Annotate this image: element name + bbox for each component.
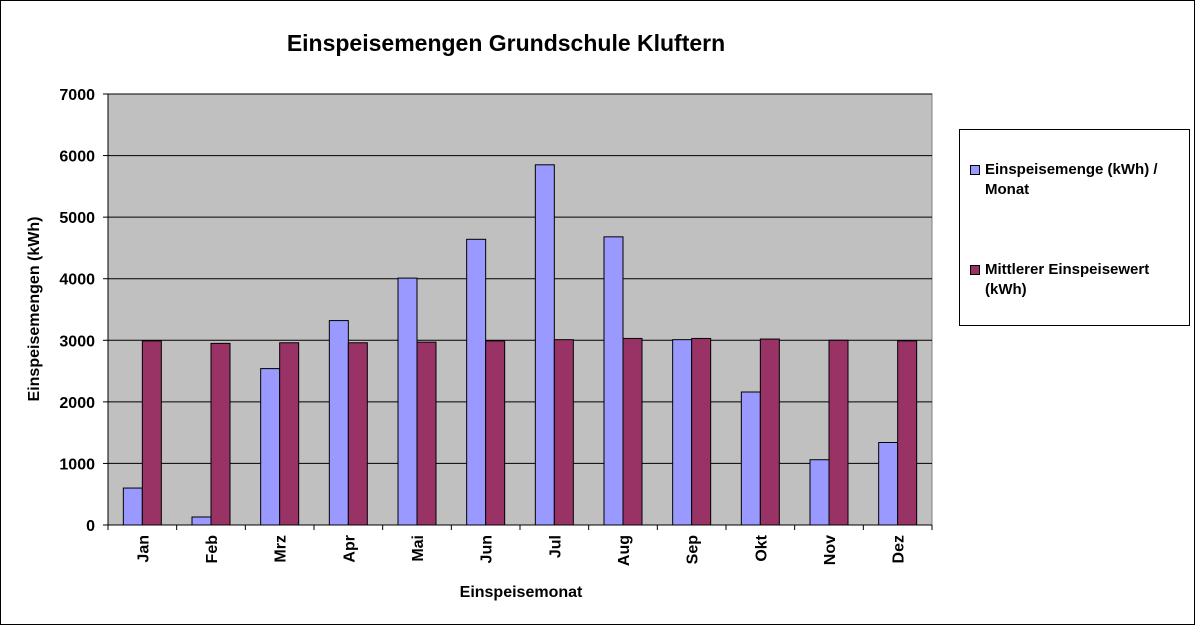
x-tick-label: Nov (822, 535, 839, 565)
y-tick-label: 7000 (59, 87, 95, 104)
x-tick-label: Jul (547, 535, 564, 558)
bar-mittlerer-einspeisewert (828, 339, 849, 526)
legend-swatch-mittlerer (970, 265, 980, 275)
x-tick-label: Aug (616, 535, 633, 566)
x-tick-label: Mrz (273, 535, 290, 563)
x-axis-title: Einspeisemonat (460, 584, 583, 601)
bar-einspeisemenge (603, 236, 624, 526)
bar-einspeisemenge (466, 238, 487, 526)
bar-einspeisemenge (878, 441, 899, 526)
legend-label-mittlerer: Mittlerer Einspeisewert (kWh) (985, 261, 1150, 298)
x-tick-label: Sep (685, 535, 702, 565)
x-tick-label: Feb (204, 535, 221, 564)
x-tick-label: Apr (341, 535, 358, 563)
chart-title: Einspeisemengen Grundschule Kluftern (287, 30, 725, 56)
y-tick-label: 2000 (59, 395, 95, 412)
plot-background (107, 93, 933, 526)
bar-mittlerer-einspeisewert (485, 340, 506, 526)
bar-mittlerer-einspeisewert (210, 342, 231, 526)
bar-einspeisemenge (534, 164, 555, 526)
y-tick-label: 5000 (59, 210, 95, 227)
bar-mittlerer-einspeisewert (897, 340, 918, 526)
y-tick-label: 6000 (59, 149, 95, 166)
bar-mittlerer-einspeisewert (553, 339, 574, 526)
x-tick-label: Dez (891, 535, 908, 563)
bar-einspeisemenge (672, 339, 693, 526)
bar-einspeisemenge (740, 391, 761, 526)
bar-mittlerer-einspeisewert (622, 337, 643, 526)
x-tick-label: Jan (135, 535, 152, 563)
y-tick-label: 4000 (59, 272, 95, 289)
legend: Einspeisemenge (kWh) / Monat Mittlerer E… (959, 129, 1190, 326)
bar-einspeisemenge (397, 277, 418, 526)
bar-mittlerer-einspeisewert (759, 338, 780, 526)
y-tick-label: 3000 (59, 333, 95, 350)
bar-mittlerer-einspeisewert (416, 341, 437, 526)
bar-einspeisemenge (122, 487, 143, 526)
bar-einspeisemenge (328, 320, 349, 526)
x-tick-label: Mai (410, 535, 427, 562)
bar-einspeisemenge (809, 459, 830, 526)
legend-label-einspeisemenge: Einspeisemenge (kWh) / Monat (985, 161, 1158, 198)
plot-area: 0 1000 2000 3000 4000 5000 6000 7000 Jan Feb Mrz Ap… (59, 87, 933, 566)
y-axis-title: Einspeisemengen (kWh) (26, 217, 43, 402)
bar-mittlerer-einspeisewert (347, 342, 368, 526)
y-tick-label: 1000 (59, 456, 95, 473)
bar-mittlerer-einspeisewert (691, 337, 712, 526)
x-tick-label: Jun (479, 535, 496, 563)
bar-einspeisemenge (260, 368, 281, 526)
x-tick-label: Okt (753, 534, 770, 561)
legend-swatch-einspeisemenge (970, 165, 980, 175)
bar-einspeisemenge (191, 516, 212, 526)
bar-mittlerer-einspeisewert (279, 342, 300, 526)
y-tick-label: 0 (86, 518, 95, 535)
bar-mittlerer-einspeisewert (141, 340, 162, 526)
